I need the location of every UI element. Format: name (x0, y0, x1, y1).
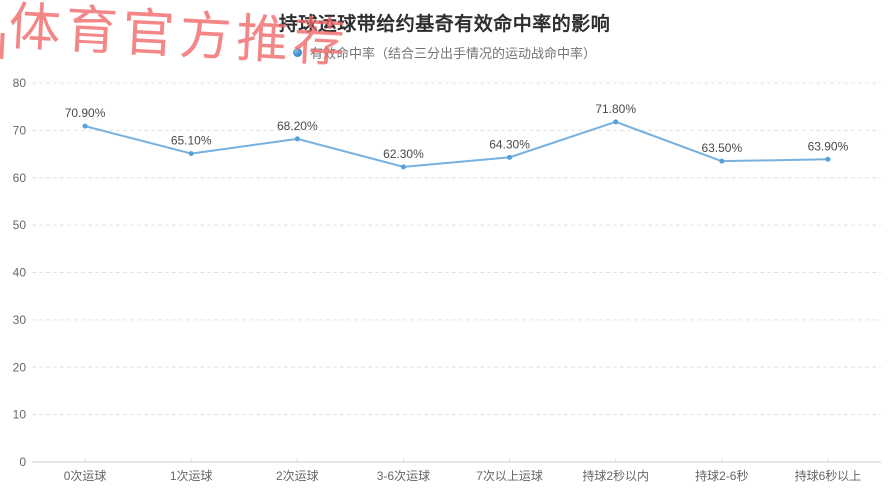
legend-item[interactable]: 有效命中率（结合三分出手情况的运动战命中率） (0, 43, 889, 62)
svg-text:7次以上运球: 7次以上运球 (476, 469, 543, 483)
svg-text:持球6秒以上: 持球6秒以上 (795, 468, 862, 483)
svg-text:68.20%: 68.20% (277, 119, 318, 133)
svg-text:71.80%: 71.80% (595, 102, 636, 116)
svg-text:2次运球: 2次运球 (276, 469, 319, 483)
svg-text:64.30%: 64.30% (489, 137, 530, 151)
svg-text:持球2-6秒: 持球2-6秒 (695, 468, 748, 483)
svg-text:62.30%: 62.30% (383, 147, 424, 161)
svg-text:0次运球: 0次运球 (64, 469, 107, 483)
svg-text:持球2秒以内: 持球2秒以内 (582, 468, 649, 483)
svg-text:20: 20 (13, 360, 27, 374)
svg-text:63.50%: 63.50% (701, 141, 742, 155)
svg-text:65.10%: 65.10% (171, 134, 212, 148)
svg-text:50: 50 (13, 218, 27, 232)
svg-text:63.90%: 63.90% (808, 139, 849, 153)
svg-text:1次运球: 1次运球 (170, 469, 213, 483)
svg-text:3-6次运球: 3-6次运球 (377, 469, 430, 483)
chart-title: 持球运球带给约基奇有效命中率的影响 (278, 14, 611, 35)
svg-text:70.90%: 70.90% (65, 106, 106, 120)
legend-dot-icon (292, 48, 302, 57)
svg-text:80: 80 (13, 76, 27, 90)
svg-text:10: 10 (13, 408, 27, 422)
legend-label: 有效命中率（结合三分出手情况的运动战命中率） (309, 46, 596, 61)
svg-text:40: 40 (13, 266, 27, 280)
svg-text:30: 30 (13, 313, 27, 327)
svg-text:60: 60 (13, 171, 27, 185)
svg-text:70: 70 (13, 123, 27, 137)
svg-text:0: 0 (19, 455, 26, 469)
